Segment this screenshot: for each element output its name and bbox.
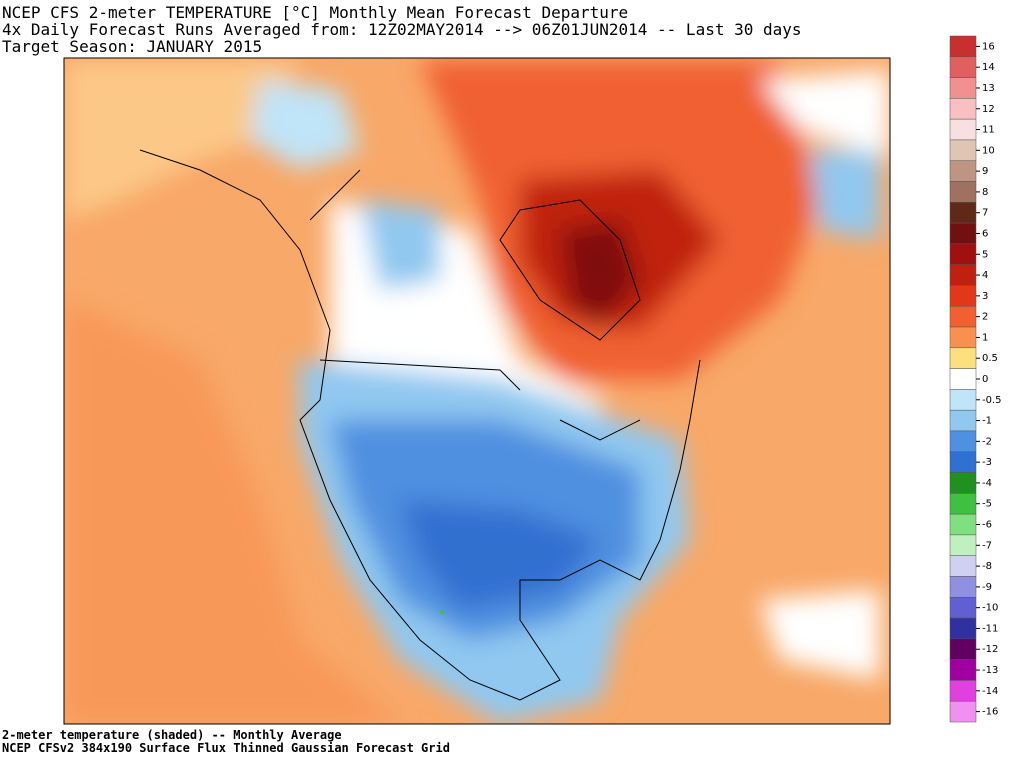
footer-line: NCEP CFSv2 384x190 Surface Flux Thinned … [2,741,450,755]
colorbar-swatch [949,430,977,453]
colorbar-label: 12 [982,104,995,115]
title-line: Target Season: JANUARY 2015 [2,37,263,56]
colorbar-swatch [949,389,977,411]
colorbar-label: 6 [982,228,988,239]
colorbar-label: 0.5 [982,353,998,364]
colorbar-label: 8 [982,187,988,198]
colorbar-label: -0.5 [982,395,1002,406]
colorbar-label: -16 [982,707,998,718]
colorbar-label: -3 [982,457,992,468]
colorbar-swatch [949,472,977,494]
colorbar-swatch [949,77,977,99]
colorbar-swatch [949,222,977,245]
colorbar-label: 4 [982,270,988,281]
colorbar-swatch [949,513,977,536]
colorbar-swatch [949,617,977,640]
colorbar-label: 11 [982,125,995,136]
colorbar-label: 7 [982,208,988,219]
map [64,58,890,724]
colorbar-label: 13 [982,83,995,94]
colorbar-label: 3 [982,291,988,302]
colorbar-label: 9 [982,166,988,177]
colorbar-label: -12 [982,644,998,655]
colorbar-swatch [949,368,977,390]
spot [440,610,444,614]
colorbar-label: 0 [982,374,988,385]
colorbar-swatch [949,638,977,660]
colorbar-swatch [949,493,977,515]
colorbar-label: -10 [982,603,998,614]
colorbar-swatch [949,98,977,120]
colorbar-label: -5 [982,499,992,510]
colorbar-label: -11 [982,623,998,634]
colorbar-label: 1 [982,332,988,343]
colorbar-swatch [949,202,977,224]
colorbar-swatch [949,409,977,432]
colorbar-label: -9 [982,582,992,593]
colorbar-swatch [949,451,977,473]
colorbar-swatch [949,139,977,161]
colorbar-label: 5 [982,249,988,260]
colorbar-swatch [949,160,977,182]
colorbar-swatch [949,659,977,681]
colorbar-swatch [949,118,977,141]
colorbar-swatch [949,555,977,577]
colorbar-swatch [949,305,977,328]
coastlines [139,149,701,701]
colorbar-label: -6 [982,520,992,531]
colorbar-label: -14 [982,686,998,697]
title-line: NCEP CFS 2-meter TEMPERATURE [°C] Monthl… [2,3,629,22]
colorbar-swatch [949,35,977,58]
colorbar-label: -4 [982,478,992,489]
colorbar: 16 14 13 12 11 10 9 8 7 6 5 4 3 2 1 0.5 0 -0.5 -1 -2 -3 -4 -5 -… [949,35,1002,723]
colorbar-label: 2 [982,312,988,323]
title-line: 4x Daily Forecast Runs Averaged from: 12… [2,20,802,39]
colorbar-swatch [949,264,977,286]
colorbar-swatch [949,56,977,78]
colorbar-swatch [949,243,977,265]
colorbar-swatch [949,285,977,307]
colorbar-swatch [949,181,977,203]
colorbar-swatch [949,576,977,598]
map-frame [63,57,891,725]
colorbar-label: 14 [982,62,995,73]
colorbar-swatch [949,326,977,349]
colorbar-label: -2 [982,436,992,447]
colorbar-swatch [949,700,977,723]
colorbar-swatch [949,597,977,619]
colorbar-label: 10 [982,145,995,156]
colorbar-swatch [949,680,977,702]
colorbar-label: -8 [982,561,992,572]
colorbar-swatch [949,347,977,369]
colorbar-label: -1 [982,416,992,427]
colorbar-label: 16 [982,41,995,52]
colorbar-label: -7 [982,540,992,551]
footer-line: 2-meter temperature (shaded) -- Monthly … [2,728,342,742]
colorbar-label: -13 [982,665,998,676]
colorbar-swatch [949,534,977,556]
